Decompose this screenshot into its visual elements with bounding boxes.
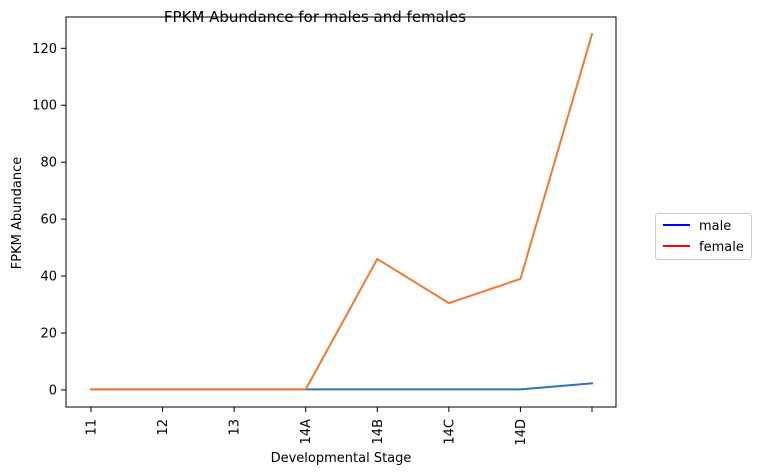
series-line-female bbox=[90, 32, 594, 391]
legend-label-female: female bbox=[699, 240, 744, 255]
x-tick-label: 14D bbox=[514, 419, 529, 446]
y-tick-label: 40 bbox=[40, 270, 57, 285]
y-axis-label: FPKM Abundance bbox=[10, 157, 25, 269]
y-axis: 0 20 40 60 80 100 120 bbox=[32, 42, 66, 398]
y-tick-label: 60 bbox=[40, 213, 57, 228]
x-tick-label: 11 bbox=[85, 419, 100, 436]
plot-frame bbox=[65, 16, 617, 408]
chart-title: FPKM Abundance for males and females bbox=[164, 8, 466, 26]
legend: male female bbox=[655, 213, 752, 260]
x-axis-label: Developmental Stage bbox=[271, 451, 412, 466]
x-tick-label: 12 bbox=[156, 419, 171, 436]
legend-label-male: male bbox=[699, 219, 731, 234]
plot-area bbox=[65, 16, 617, 408]
x-axis: 11 12 13 14A 14B 14C 14D bbox=[85, 407, 593, 446]
y-tick-label: 20 bbox=[40, 326, 57, 341]
x-tick-label: 13 bbox=[228, 419, 243, 436]
y-tick-label: 120 bbox=[32, 42, 57, 57]
y-tick-label: 80 bbox=[40, 156, 57, 171]
x-tick-label: 14B bbox=[371, 419, 386, 444]
series-layer bbox=[90, 32, 594, 391]
y-tick-label: 0 bbox=[49, 383, 57, 398]
x-tick-label: 14C bbox=[442, 419, 457, 445]
x-tick-label: 14A bbox=[299, 419, 314, 445]
y-tick-label: 100 bbox=[32, 99, 57, 114]
